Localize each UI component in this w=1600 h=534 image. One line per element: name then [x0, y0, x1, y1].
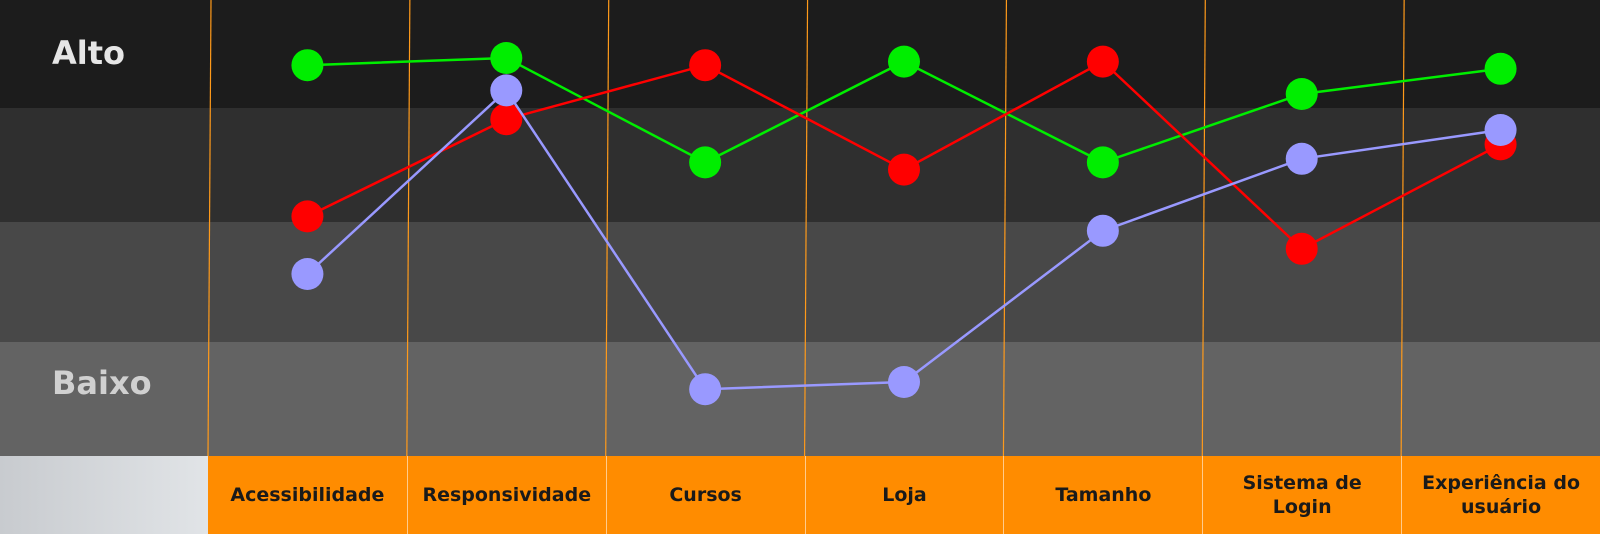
category-axis: Acessibilidade Responsividade Cursos Loja Ta…	[208, 456, 1600, 534]
column-divider-2	[605, 0, 610, 456]
series-2-point-6[interactable]	[1484, 114, 1517, 146]
series-2-point-2[interactable]	[689, 373, 722, 406]
column-divider-4	[1002, 0, 1008, 456]
band-mid-high	[0, 108, 1600, 222]
column-divider-3	[803, 0, 809, 456]
category-label-6: Experiência do usuário	[1401, 456, 1600, 534]
band-low	[0, 342, 1600, 456]
category-label-2: Cursos	[605, 456, 805, 534]
series-2-point-4[interactable]	[1086, 214, 1119, 247]
series-0-point-1[interactable]	[490, 42, 523, 74]
series-1-point-4[interactable]	[1086, 45, 1119, 78]
series-0-point-5[interactable]	[1285, 78, 1318, 110]
category-label-3: Loja	[804, 456, 1004, 534]
series-0-point-0[interactable]	[291, 49, 324, 82]
column-divider-5	[1201, 0, 1206, 456]
series-2-point-3[interactable]	[888, 366, 920, 398]
series-0-point-4[interactable]	[1086, 146, 1119, 179]
series-1-point-0[interactable]	[291, 200, 324, 233]
series-0-point-6[interactable]	[1484, 52, 1517, 85]
column-divider-1	[406, 0, 411, 456]
series-1-point-5[interactable]	[1285, 232, 1318, 265]
series-0-point-2[interactable]	[689, 146, 722, 179]
series-2-point-0[interactable]	[291, 258, 324, 290]
level-bands	[0, 108, 1600, 456]
category-label-4: Tamanho	[1003, 456, 1202, 534]
category-label-0: Acessibilidade	[230, 484, 385, 506]
series-2-point-5[interactable]	[1285, 142, 1318, 175]
series-line-2	[306, 88, 1501, 391]
series-1-point-2[interactable]	[689, 49, 722, 82]
band-mid-low	[0, 222, 1600, 342]
category-label-5: Sistema de Login	[1202, 456, 1401, 534]
column-divider-6	[1400, 0, 1405, 456]
category-label-1: Responsividade	[406, 456, 606, 534]
column-divider-0	[207, 0, 212, 456]
series-1-point-3[interactable]	[888, 153, 920, 186]
level-label-low: Baixo	[52, 364, 152, 402]
series-1-point-1[interactable]	[490, 103, 523, 136]
chart-plot	[207, 0, 1517, 456]
series-2-point-1[interactable]	[490, 74, 523, 107]
series-0-point-3[interactable]	[888, 45, 920, 78]
level-label-high: Alto	[52, 34, 126, 72]
category-corner-block	[0, 456, 208, 534]
